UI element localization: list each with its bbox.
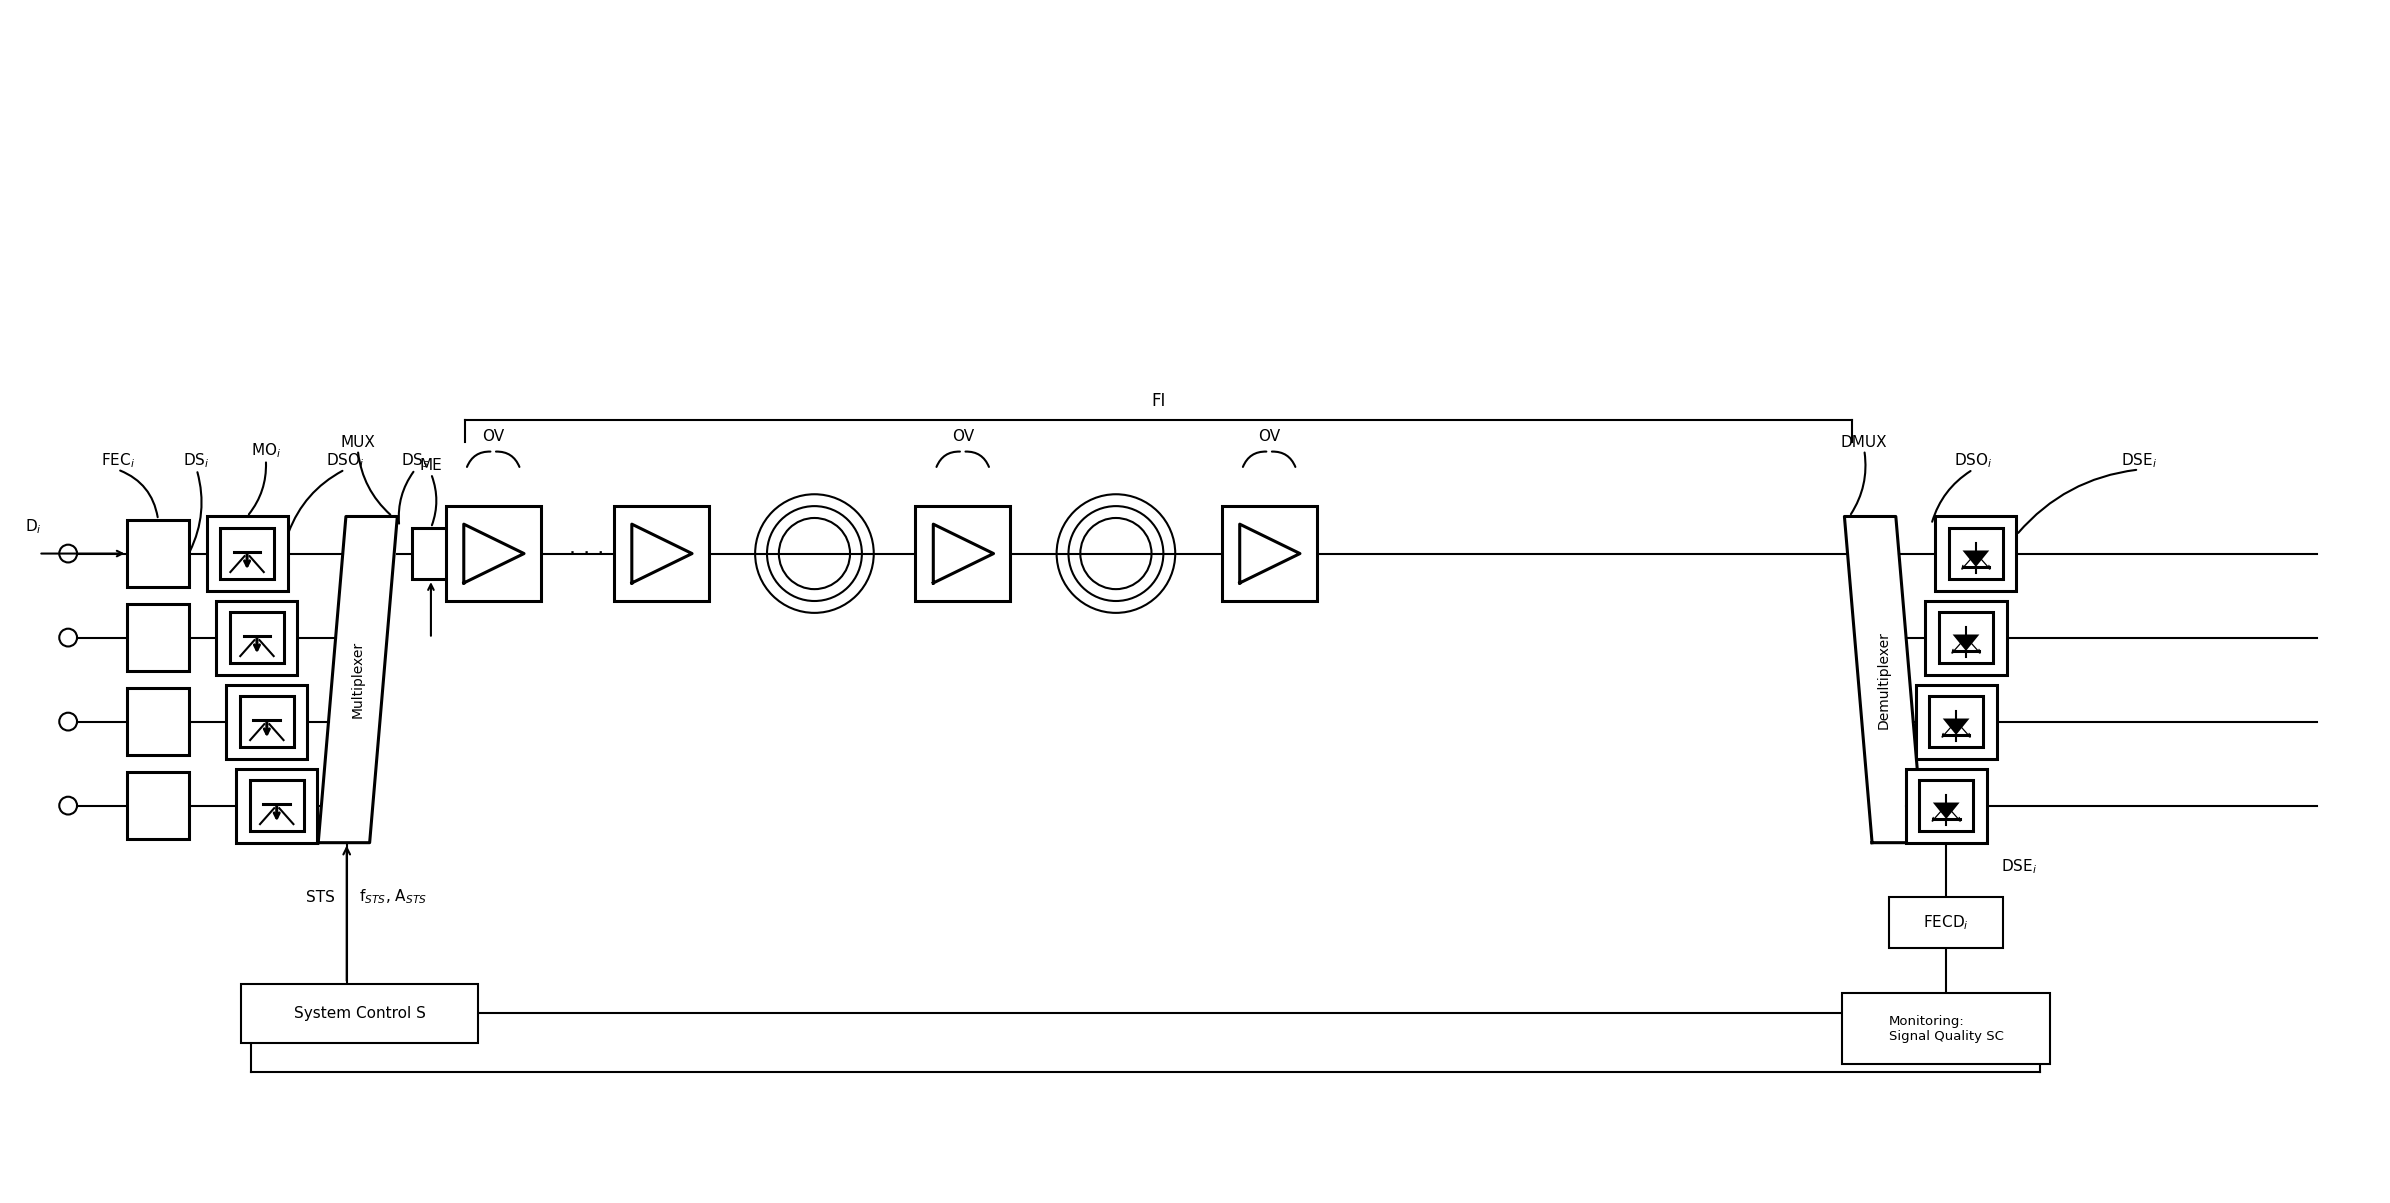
Bar <box>127 520 189 587</box>
Bar <box>447 506 540 602</box>
Bar <box>1948 528 2003 580</box>
Bar <box>127 772 189 840</box>
Polygon shape <box>1934 802 1960 819</box>
Bar <box>229 612 284 663</box>
Text: System Control S: System Control S <box>294 1006 425 1020</box>
Bar <box>915 506 1011 602</box>
Text: FEC$_i$: FEC$_i$ <box>100 451 134 469</box>
Text: DSO$_i$: DSO$_i$ <box>1953 451 1993 469</box>
Bar <box>220 528 275 580</box>
Polygon shape <box>1962 551 1988 567</box>
Text: DSO$_i$: DSO$_i$ <box>325 451 363 469</box>
Text: OV: OV <box>483 428 504 444</box>
Text: FECD$_i$: FECD$_i$ <box>1924 913 1969 932</box>
Text: DSE$_i$: DSE$_i$ <box>2000 858 2036 876</box>
Bar <box>249 780 304 831</box>
Bar <box>1890 897 2003 948</box>
Bar <box>614 506 710 602</box>
Bar <box>227 685 308 759</box>
Bar <box>1938 612 1993 663</box>
Text: DS$_i$: DS$_i$ <box>184 451 210 469</box>
Polygon shape <box>1953 634 1979 651</box>
Text: ME: ME <box>421 458 442 474</box>
Bar <box>1221 506 1317 602</box>
Bar <box>217 600 296 675</box>
Text: MO$_i$: MO$_i$ <box>251 442 282 460</box>
Polygon shape <box>318 516 397 842</box>
Bar <box>127 604 189 671</box>
Bar <box>1929 695 1984 747</box>
Text: D$_i$: D$_i$ <box>26 517 43 535</box>
Bar <box>237 769 318 842</box>
Bar <box>1926 600 2008 675</box>
Text: STS: STS <box>306 889 335 905</box>
Bar <box>411 528 449 580</box>
Text: Demultiplexer: Demultiplexer <box>1876 630 1890 729</box>
Text: OV: OV <box>1257 428 1281 444</box>
Bar <box>1919 780 1974 831</box>
Text: OV: OV <box>951 428 973 444</box>
Text: Monitoring:
Signal Quality SC: Monitoring: Signal Quality SC <box>1888 1014 2003 1043</box>
Bar <box>241 984 478 1043</box>
Text: Multiplexer: Multiplexer <box>351 641 366 718</box>
Bar <box>1936 516 2017 591</box>
Text: DSE$_i$: DSE$_i$ <box>2120 451 2158 469</box>
Text: DS$_s$: DS$_s$ <box>402 451 430 469</box>
Bar <box>1905 769 1986 842</box>
Bar <box>239 695 294 747</box>
Polygon shape <box>1943 718 1969 735</box>
Bar <box>206 516 287 591</box>
Text: DMUX: DMUX <box>1840 434 1888 450</box>
Text: f$_{STS}$, A$_{STS}$: f$_{STS}$, A$_{STS}$ <box>358 888 425 906</box>
Text: FI: FI <box>1152 392 1166 410</box>
Text: MUX: MUX <box>339 434 375 450</box>
Bar <box>1914 685 1996 759</box>
Text: · · ·: · · · <box>569 544 605 563</box>
Polygon shape <box>1845 516 1924 842</box>
Bar <box>127 688 189 755</box>
Bar <box>1843 992 2051 1065</box>
